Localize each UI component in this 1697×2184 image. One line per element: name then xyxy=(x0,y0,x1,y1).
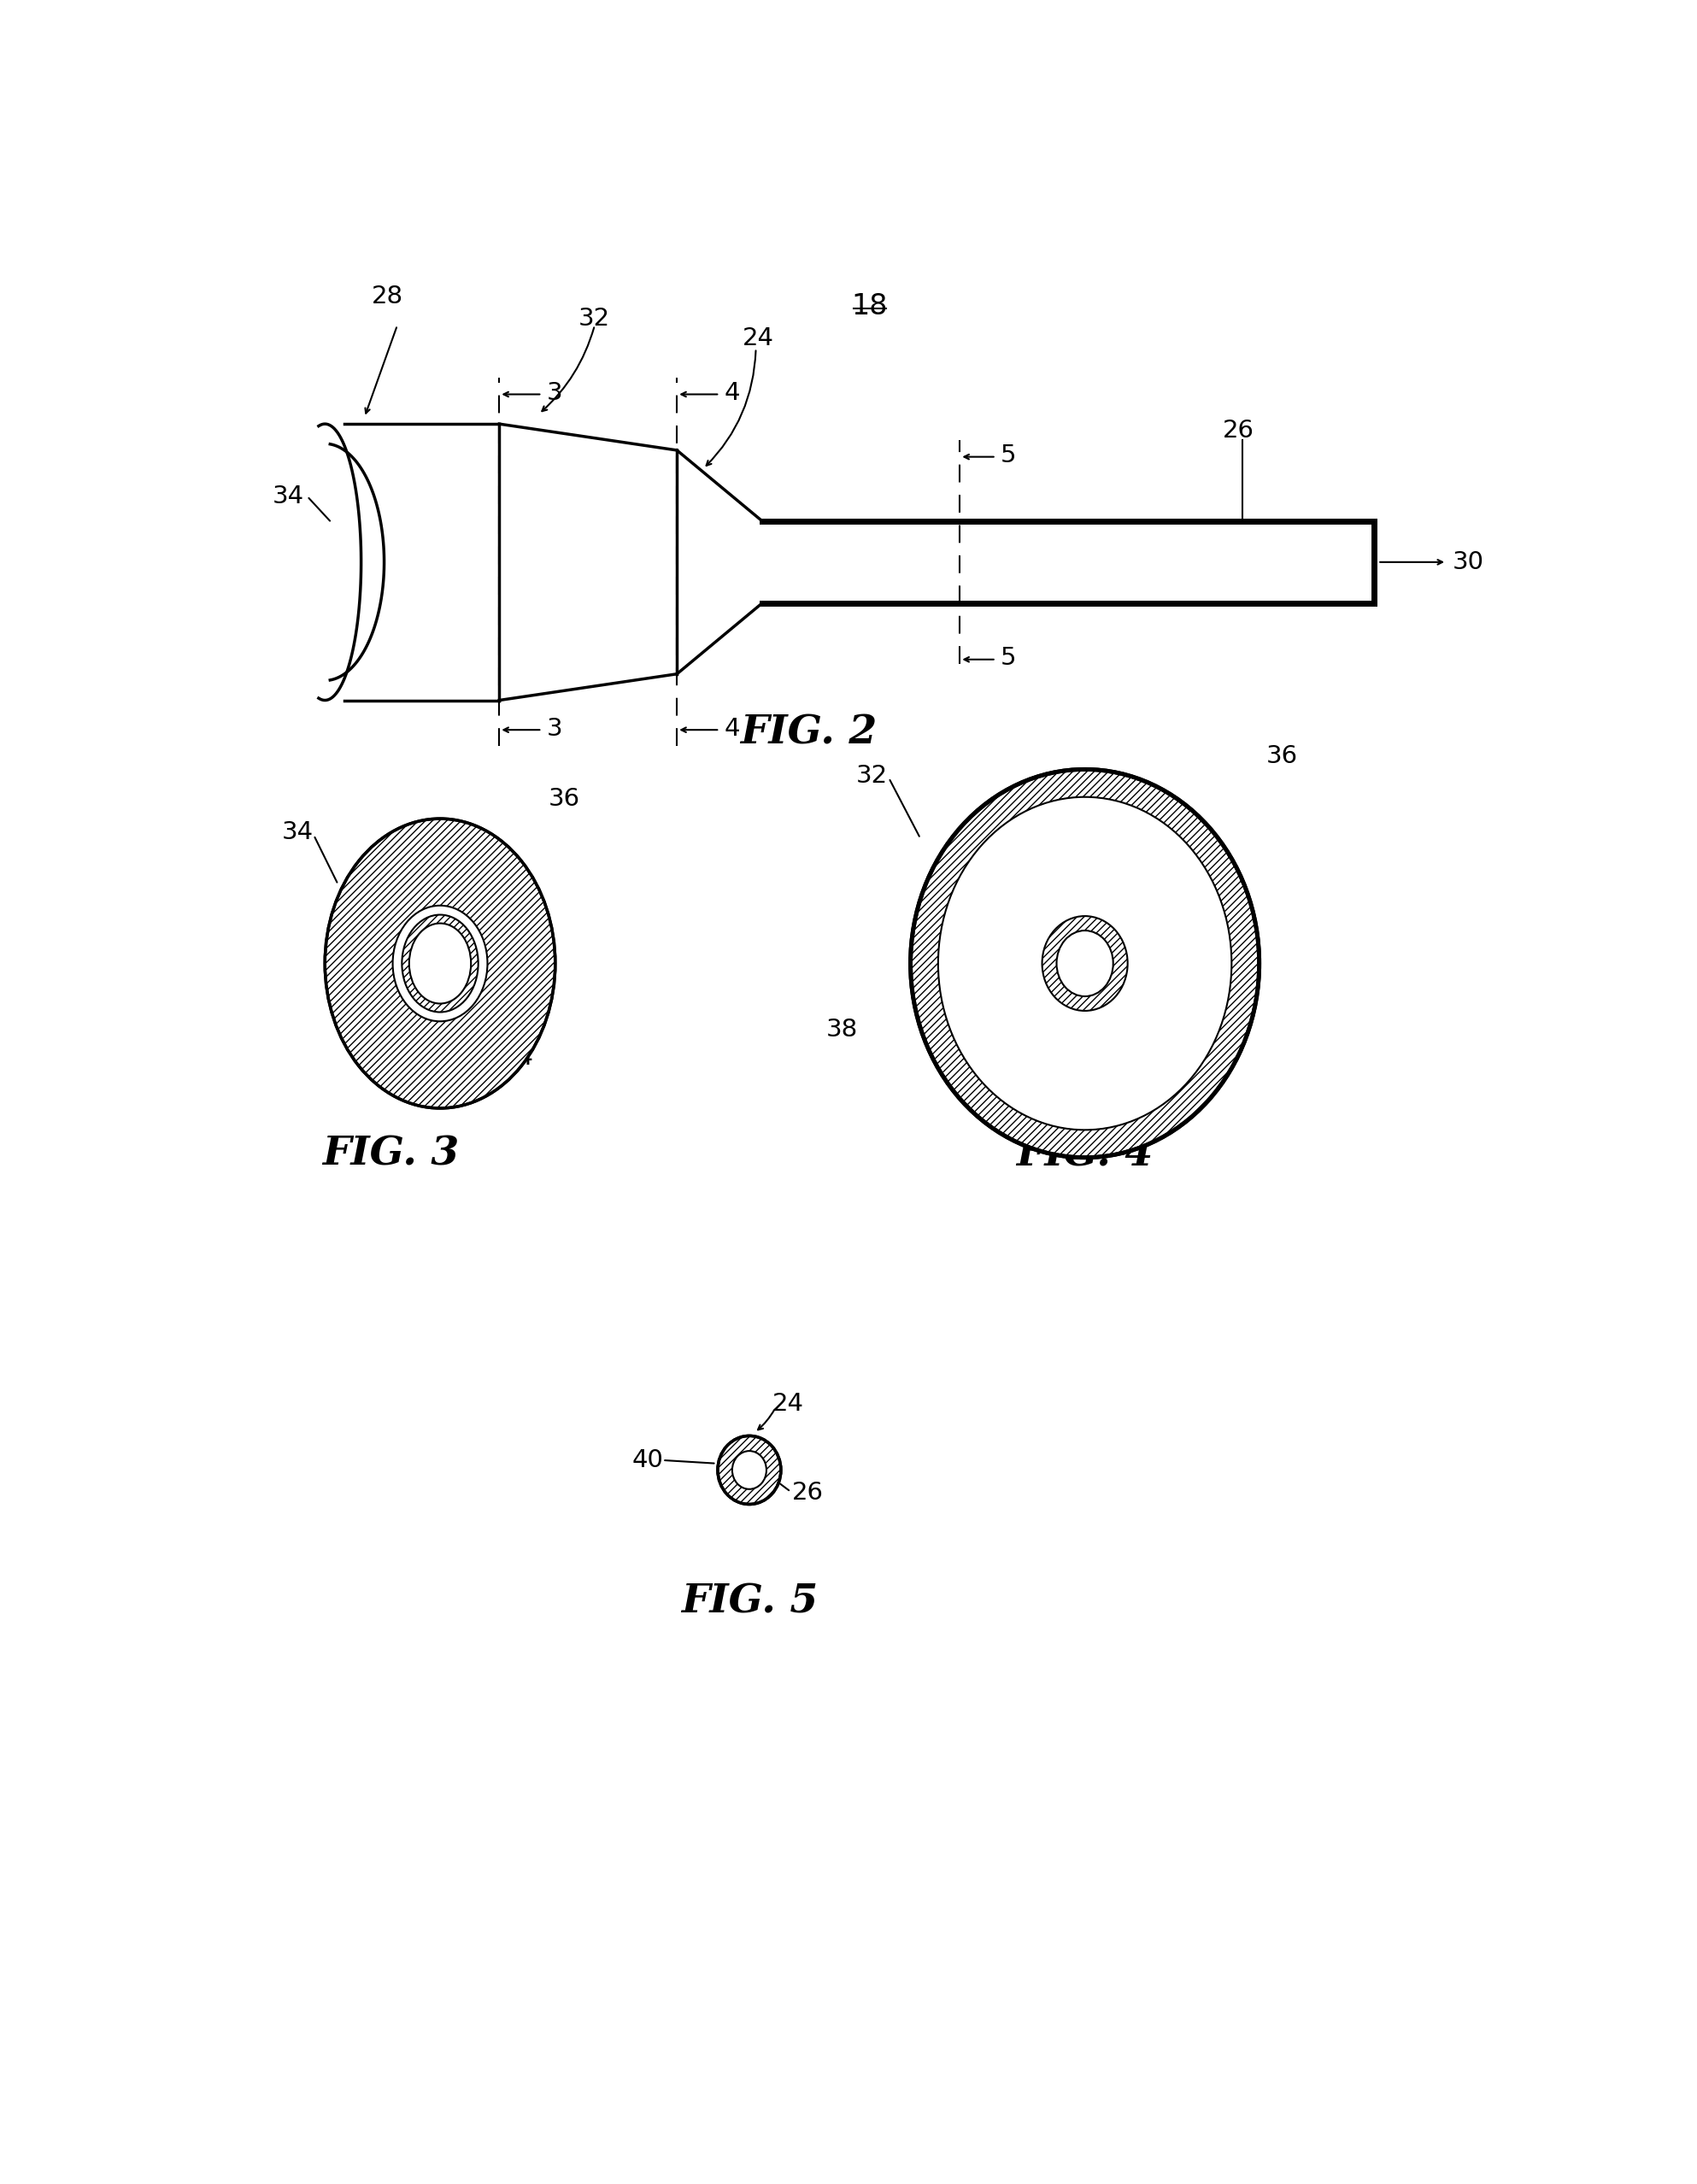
Text: 34: 34 xyxy=(282,819,314,843)
Text: 40: 40 xyxy=(633,1448,664,1472)
Text: FIG. 2: FIG. 2 xyxy=(740,714,877,753)
Ellipse shape xyxy=(731,1450,767,1489)
Text: 24: 24 xyxy=(743,325,774,349)
Text: 36: 36 xyxy=(1266,745,1298,769)
Text: 30: 30 xyxy=(1453,550,1483,574)
Ellipse shape xyxy=(938,797,1232,1129)
Text: FIG. 4: FIG. 4 xyxy=(1017,1133,1154,1173)
Ellipse shape xyxy=(1057,930,1113,996)
Ellipse shape xyxy=(392,906,487,1022)
Text: 24: 24 xyxy=(1186,1059,1218,1083)
Ellipse shape xyxy=(911,769,1259,1158)
Text: 5: 5 xyxy=(1001,443,1017,467)
Text: FIG. 5: FIG. 5 xyxy=(680,1581,818,1621)
Text: 3: 3 xyxy=(546,380,563,404)
Text: 32: 32 xyxy=(855,764,888,788)
Text: 26: 26 xyxy=(1224,419,1254,443)
Text: 28: 28 xyxy=(372,284,404,308)
Ellipse shape xyxy=(718,1435,781,1505)
Text: 24: 24 xyxy=(502,1046,535,1070)
Text: 32: 32 xyxy=(579,306,609,330)
Text: 36: 36 xyxy=(548,786,580,810)
Text: FIG. 3: FIG. 3 xyxy=(322,1133,460,1173)
Text: 3: 3 xyxy=(546,716,563,740)
Text: 4: 4 xyxy=(725,380,740,404)
Text: 38: 38 xyxy=(826,1018,859,1042)
Ellipse shape xyxy=(324,819,555,1107)
Text: 5: 5 xyxy=(1001,646,1017,670)
Text: 26: 26 xyxy=(792,1481,823,1505)
Text: 24: 24 xyxy=(772,1391,804,1415)
Text: 34: 34 xyxy=(272,485,304,509)
Text: 18: 18 xyxy=(852,293,888,321)
Ellipse shape xyxy=(409,924,472,1005)
Text: 4: 4 xyxy=(725,716,740,740)
